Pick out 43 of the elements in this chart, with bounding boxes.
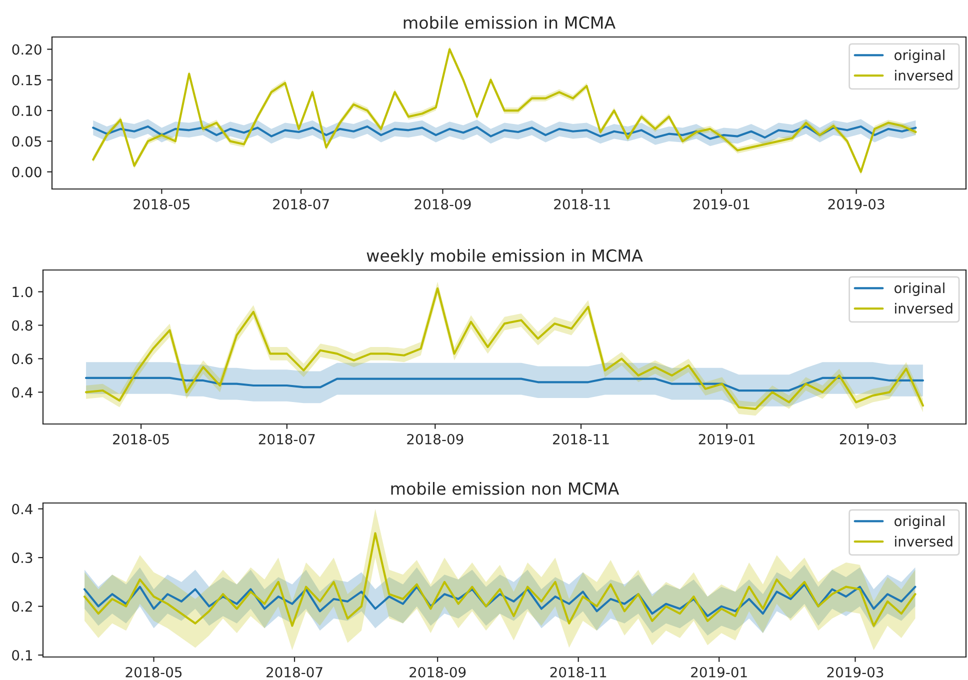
legend-label: original xyxy=(894,282,944,296)
x-tick-label: 2018-11 xyxy=(553,434,609,444)
legend-label: inversed xyxy=(895,70,952,81)
line-series xyxy=(83,583,916,618)
y-tick-label: 0.10 xyxy=(12,106,42,116)
x-tick-label: 2018-07 xyxy=(266,666,322,678)
line-series xyxy=(92,125,917,140)
y-tick-label: 0.05 xyxy=(12,136,42,147)
x-tick-label: 2018-05 xyxy=(134,198,190,210)
y-tick-label: 0.3 xyxy=(12,552,32,564)
x-tick-label: 2018-11 xyxy=(550,666,606,678)
chart-title: mobile emission in MCMA xyxy=(404,16,616,29)
x-tick-label: 2018-09 xyxy=(410,666,466,678)
y-tick-label: 0.6 xyxy=(12,354,32,364)
y-tick-label: 0.4 xyxy=(12,504,32,514)
x-tick-label: 2019-03 xyxy=(827,666,884,678)
y-tick-label: 0.4 xyxy=(12,387,32,398)
y-tick-label: 0.20 xyxy=(12,44,42,55)
x-tick-label: 2019-01 xyxy=(698,434,755,444)
legend-label: original xyxy=(894,50,944,63)
y-tick-label: 0.00 xyxy=(12,166,42,178)
line-series xyxy=(84,376,924,392)
y-tick-label: 0.15 xyxy=(12,74,42,86)
x-tick-label: 2018-07 xyxy=(273,198,329,210)
x-tick-label: 2018-05 xyxy=(113,434,169,444)
legend-label: inversed xyxy=(895,302,952,314)
x-tick-label: 2018-11 xyxy=(554,198,610,210)
chart-title: weekly mobile emission in MCMA xyxy=(366,249,643,266)
x-tick-label: 2018-09 xyxy=(407,434,464,444)
x-tick-label: 2018-09 xyxy=(414,198,471,210)
x-tick-label: 2019-03 xyxy=(828,198,884,210)
y-tick-label: 0.1 xyxy=(12,650,32,661)
y-tick-label: 0.8 xyxy=(12,320,32,331)
x-tick-label: 2019-03 xyxy=(840,434,896,444)
y-tick-label: 1.0 xyxy=(12,286,32,298)
x-tick-label: 2019-01 xyxy=(694,198,750,210)
legend-label: inversed xyxy=(895,536,952,547)
y-tick-label: 0.2 xyxy=(12,601,32,612)
x-tick-label: 2019-01 xyxy=(691,666,747,678)
chart-title: mobile emission non MCMA xyxy=(391,482,620,495)
x-tick-label: 2018-05 xyxy=(126,666,182,678)
legend-label: original xyxy=(894,516,944,529)
x-tick-label: 2018-07 xyxy=(258,434,315,444)
